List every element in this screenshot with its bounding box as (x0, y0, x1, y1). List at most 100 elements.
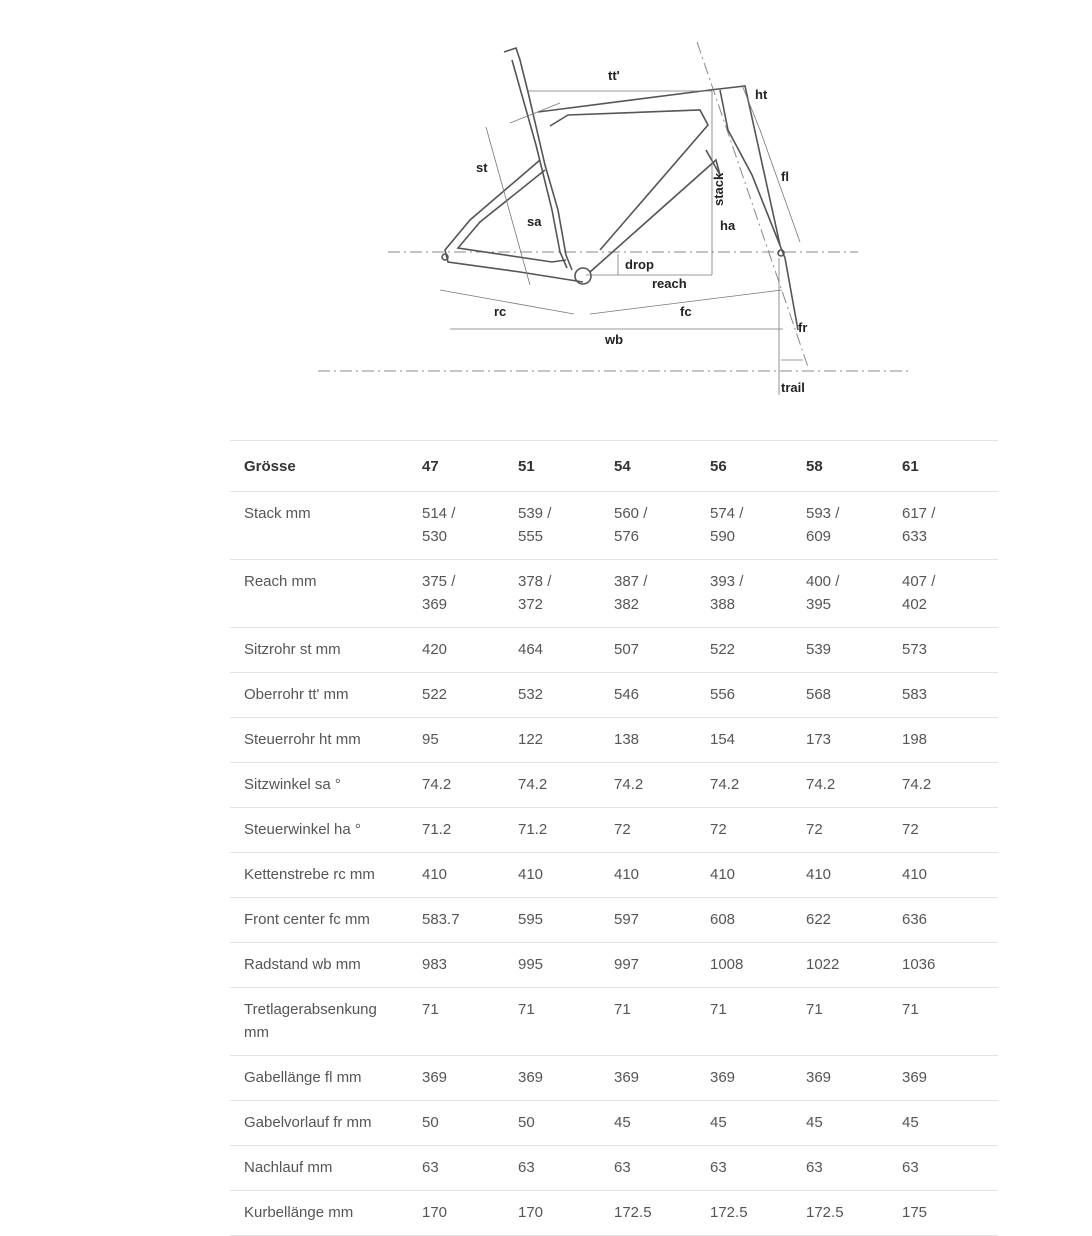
row-value: 583 (902, 672, 998, 718)
row-value: 173 (806, 717, 902, 763)
row-value: 71 (614, 987, 710, 1056)
table-body: Stack mm 514 / 530 539 / 555 560 / 576 574 /… (230, 491, 998, 1236)
row-value: 597 (614, 897, 710, 943)
row-value: 172.5 (614, 1190, 710, 1236)
row-value: 410 (902, 852, 998, 898)
label-fr: fr (798, 320, 807, 335)
row-label: Stack mm (230, 491, 422, 560)
table-row: Nachlauf mm 63 63 63 63 63 63 (230, 1145, 998, 1191)
row-value: 71 (806, 987, 902, 1056)
row-label: Gabellänge fl mm (230, 1055, 422, 1101)
row-value: 583.7 (422, 897, 518, 943)
row-value: 63 (518, 1145, 614, 1191)
row-value: 410 (614, 852, 710, 898)
row-value: 393 / 388 (710, 559, 806, 628)
row-value: 369 (902, 1055, 998, 1101)
row-value: 556 (710, 672, 806, 718)
row-label: Steuerrohr ht mm (230, 717, 422, 763)
label-tt: tt' (608, 68, 620, 83)
row-value: 122 (518, 717, 614, 763)
row-value: 175 (902, 1190, 998, 1236)
table-row: Stack mm 514 / 530 539 / 555 560 / 576 574 /… (230, 491, 998, 560)
row-value: 983 (422, 942, 518, 988)
size-column-header: 54 (614, 440, 710, 492)
row-label: Steuerwinkel ha ° (230, 807, 422, 853)
row-value: 595 (518, 897, 614, 943)
size-column-header: 47 (422, 440, 518, 492)
row-value: 464 (518, 627, 614, 673)
table-row: Steuerwinkel ha ° 71.2 71.2 72 72 72 72 (230, 807, 998, 853)
row-value: 539 (806, 627, 902, 673)
row-label: Sitzwinkel sa ° (230, 762, 422, 808)
row-value: 50 (422, 1100, 518, 1146)
row-label: Kettenstrebe rc mm (230, 852, 422, 898)
label-wb: wb (604, 332, 623, 347)
label-reach: reach (652, 276, 687, 291)
row-value: 63 (422, 1145, 518, 1191)
table-row: Kurbellänge mm 170 170 172.5 172.5 172.5 175 (230, 1190, 998, 1236)
row-value: 45 (710, 1100, 806, 1146)
row-value: 72 (710, 807, 806, 853)
row-value: 71 (710, 987, 806, 1056)
frame-geometry-diagram: tt' ht st fl stack sa ha drop reach rc f… (318, 41, 910, 395)
size-column-header: 51 (518, 440, 614, 492)
row-value: 369 (422, 1055, 518, 1101)
row-value: 507 (614, 627, 710, 673)
row-value: 74.2 (806, 762, 902, 808)
row-value: 172.5 (710, 1190, 806, 1236)
row-value: 546 (614, 672, 710, 718)
row-value: 172.5 (806, 1190, 902, 1236)
row-label: Kurbellänge mm (230, 1190, 422, 1236)
label-ha: ha (720, 218, 736, 233)
row-value: 522 (710, 627, 806, 673)
row-value: 997 (614, 942, 710, 988)
row-value: 636 (902, 897, 998, 943)
label-sa: sa (527, 214, 542, 229)
row-value: 170 (422, 1190, 518, 1236)
row-value: 608 (710, 897, 806, 943)
row-label: Reach mm (230, 559, 422, 628)
table-row: Sitzrohr st mm 420 464 507 522 539 573 (230, 627, 998, 673)
row-value: 72 (902, 807, 998, 853)
bike-frame (441, 46, 799, 331)
size-header: Grösse (230, 440, 422, 492)
row-value: 410 (422, 852, 518, 898)
row-value: 387 / 382 (614, 559, 710, 628)
label-stack: stack (711, 172, 726, 206)
label-fl: fl (781, 169, 789, 184)
row-value: 593 / 609 (806, 491, 902, 560)
row-value: 369 (710, 1055, 806, 1101)
row-value: 539 / 555 (518, 491, 614, 560)
row-value: 568 (806, 672, 902, 718)
row-value: 71 (518, 987, 614, 1056)
label-st: st (476, 160, 488, 175)
row-value: 63 (614, 1145, 710, 1191)
row-label: Nachlauf mm (230, 1145, 422, 1191)
table-row: Steuerrohr ht mm 95 122 138 154 173 198 (230, 717, 998, 763)
row-label: Oberrohr tt' mm (230, 672, 422, 718)
row-label: Gabelvorlauf fr mm (230, 1100, 422, 1146)
row-value: 573 (902, 627, 998, 673)
table-row: Tretlagerabsenkung mm 71 71 71 71 71 71 (230, 987, 998, 1056)
row-value: 50 (518, 1100, 614, 1146)
row-value: 410 (806, 852, 902, 898)
row-value: 420 (422, 627, 518, 673)
label-trail: trail (781, 380, 805, 395)
table-row: Gabellänge fl mm 369 369 369 369 369 369 (230, 1055, 998, 1101)
row-value: 74.2 (518, 762, 614, 808)
row-value: 560 / 576 (614, 491, 710, 560)
row-value: 71.2 (518, 807, 614, 853)
row-value: 622 (806, 897, 902, 943)
row-value: 514 / 530 (422, 491, 518, 560)
table-row: Oberrohr tt' mm 522 532 546 556 568 583 (230, 672, 998, 718)
label-ht: ht (755, 87, 768, 102)
label-fc: fc (680, 304, 692, 319)
geometry-table: Grösse 47 51 54 56 58 61 Stack mm 514 / 5… (230, 440, 998, 1236)
row-value: 995 (518, 942, 614, 988)
row-value: 1036 (902, 942, 998, 988)
label-rc: rc (494, 304, 506, 319)
row-label: Sitzrohr st mm (230, 627, 422, 673)
row-value: 369 (614, 1055, 710, 1101)
row-value: 154 (710, 717, 806, 763)
row-value: 369 (518, 1055, 614, 1101)
